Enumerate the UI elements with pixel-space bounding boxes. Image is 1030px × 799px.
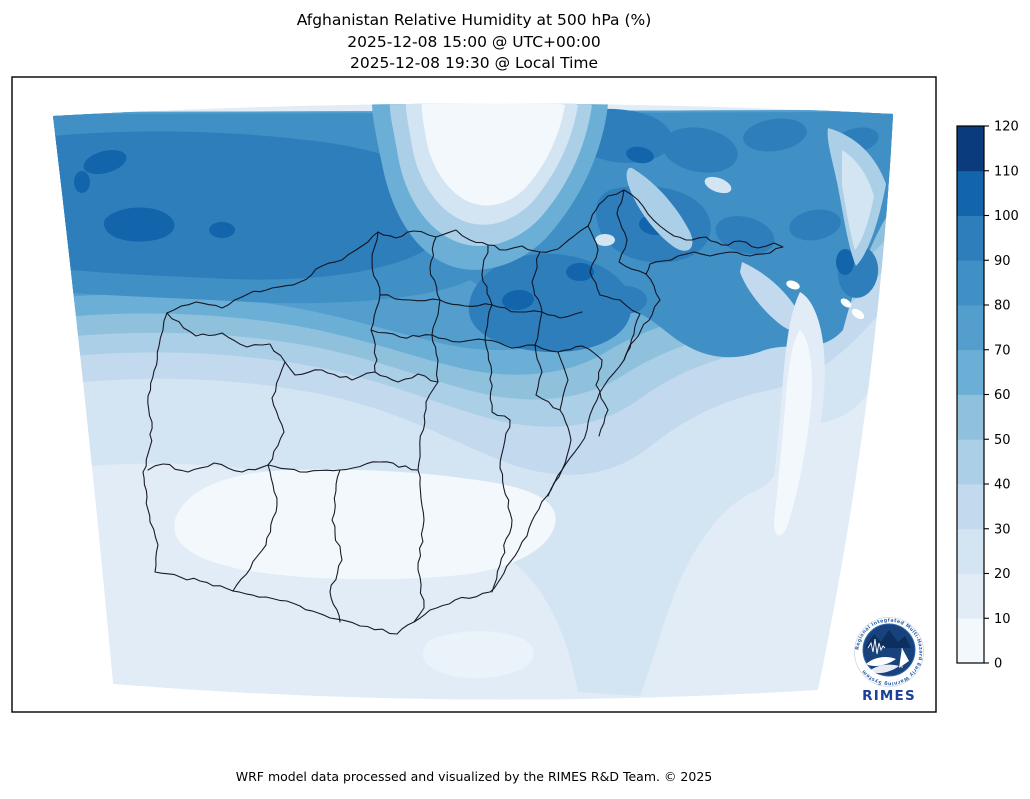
province-line	[619, 299, 641, 361]
colorbar-tick-label: 120	[994, 120, 1019, 135]
colorbar-tick-label: 30	[994, 522, 1011, 537]
colorbar-tick-label: 0	[994, 657, 1002, 672]
province-line	[531, 251, 561, 411]
province-line	[581, 345, 609, 437]
logo-sail-icon	[899, 648, 909, 668]
province-line	[587, 225, 621, 301]
colorbar-cell	[957, 260, 984, 306]
colorbar-cell	[957, 170, 984, 216]
province-line	[329, 469, 343, 623]
colorbar-cell	[957, 528, 984, 574]
rimes-logo: Regional Integrated Multi-Hazard Early W…	[854, 617, 924, 704]
colorbar-cell	[957, 349, 984, 395]
title-block: Afghanistan Relative Humidity at 500 hPa…	[12, 10, 936, 75]
figure-title: Afghanistan Relative Humidity at 500 hPa…	[296, 11, 652, 29]
colorbar-tick-label: 50	[994, 433, 1011, 448]
province-line	[267, 461, 419, 473]
colorbar-cell	[957, 126, 984, 172]
province-line	[166, 312, 296, 376]
province-line	[547, 351, 572, 497]
colorbar-tick-label: 70	[994, 343, 1011, 358]
province-line	[425, 381, 439, 403]
country-boundary	[142, 189, 784, 635]
colorbar-tick-label: 10	[994, 612, 1011, 627]
colorbar-cell	[957, 484, 984, 530]
colorbar-tick-label: 20	[994, 567, 1011, 582]
logo-wordmark: RIMES	[862, 688, 916, 704]
logo-wave-1	[866, 656, 896, 667]
logo-seismogram-icon	[867, 638, 886, 655]
colorbar-cell	[957, 394, 984, 440]
province-line	[294, 369, 439, 383]
colorbar-tick-label: 80	[994, 299, 1011, 314]
province-line	[429, 236, 441, 383]
colorbar-tick-label: 90	[994, 254, 1011, 269]
province-line	[370, 231, 381, 373]
province-boundaries	[142, 189, 784, 635]
logo-wave-2	[869, 664, 899, 674]
logo-mountains	[866, 630, 911, 648]
colorbar-cell	[957, 618, 984, 664]
contour-field	[53, 103, 893, 700]
colorbar-cell	[957, 439, 984, 485]
valid-time-utc: 2025-12-08 15:00 @ UTC+00:00	[347, 32, 601, 51]
province-line	[370, 329, 583, 353]
colorbar-cell	[957, 215, 984, 261]
colorbar-tick-label: 40	[994, 478, 1011, 493]
colorbar: 0 10 20 30 40 50 60 70 80 90 100 110 120	[956, 120, 1019, 672]
colorbar-cell	[957, 573, 984, 619]
province-line	[379, 294, 583, 319]
colorbar-cell	[957, 305, 984, 351]
province-line	[413, 401, 427, 623]
valid-time-local: 2025-12-08 19:30 @ Local Time	[349, 54, 599, 72]
colorbar-tick-label: 110	[994, 164, 1019, 179]
colorbar-tick-label: 60	[994, 388, 1011, 403]
province-line	[232, 464, 278, 592]
province-line	[491, 419, 513, 593]
colorbar-tick-label: 100	[994, 209, 1019, 224]
footer-credit: WRF model data processed and visualized …	[235, 769, 713, 784]
province-line	[616, 189, 647, 275]
province-line	[147, 361, 286, 473]
